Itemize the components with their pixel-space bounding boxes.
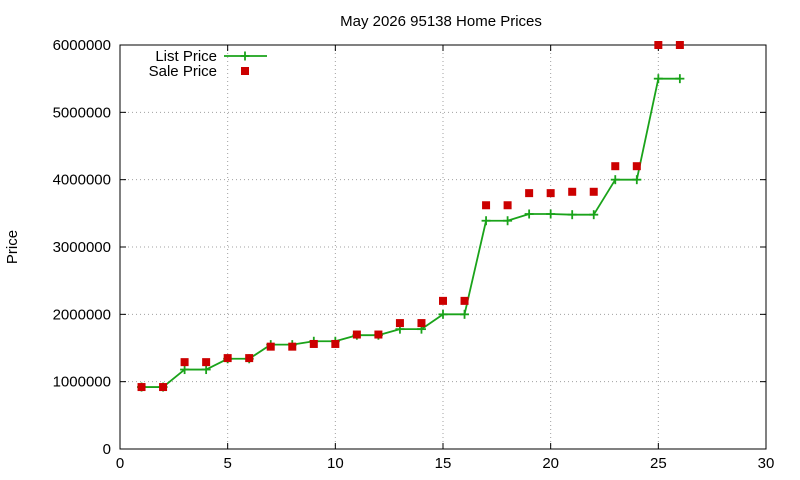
- legend-plus-marker: [240, 51, 250, 61]
- data-point-sale-price: [632, 162, 641, 171]
- data-point-list-price: [524, 209, 534, 219]
- y-axis-label: Price: [4, 230, 21, 264]
- series-layer: [137, 41, 685, 392]
- x-tick-label: 10: [327, 455, 344, 472]
- data-point-list-price: [589, 210, 599, 220]
- legend-square-marker: [241, 67, 249, 75]
- x-tick-label: 20: [542, 455, 559, 472]
- series-line-list-price: [141, 77, 680, 388]
- data-point-list-price: [503, 216, 513, 226]
- data-point-sale-price: [180, 358, 189, 367]
- data-point-list-price: [675, 74, 685, 84]
- data-point-list-price: [460, 309, 470, 319]
- x-tick-label: 15: [435, 455, 452, 472]
- data-point-sale-price: [546, 189, 555, 198]
- data-point-list-price: [438, 309, 448, 319]
- data-point-sale-price: [503, 201, 512, 210]
- y-tick-label: 4000000: [53, 172, 111, 189]
- y-tick-label: 0: [103, 441, 111, 458]
- data-point-list-price: [201, 365, 211, 375]
- data-point-sale-price: [223, 354, 232, 363]
- data-point-list-price: [632, 175, 642, 185]
- y-tick-label: 1000000: [53, 374, 111, 391]
- data-point-list-price: [567, 210, 577, 220]
- data-point-sale-price: [417, 319, 426, 328]
- data-point-sale-price: [331, 339, 340, 348]
- legend-marker-list-price: [240, 51, 250, 61]
- data-point-list-price: [610, 175, 620, 185]
- data-point-sale-price: [288, 342, 297, 351]
- data-point-sale-price: [482, 201, 491, 210]
- series-sale-price: [137, 41, 684, 392]
- data-point-sale-price: [525, 189, 534, 198]
- data-point-sale-price: [611, 162, 620, 171]
- data-point-sale-price: [568, 187, 577, 196]
- data-point-list-price: [481, 216, 491, 226]
- x-tick-label: 0: [116, 455, 124, 472]
- chart-title: May 2026 95138 Home Prices: [340, 13, 542, 30]
- data-point-sale-price: [589, 187, 598, 196]
- data-point-sale-price: [137, 383, 146, 392]
- x-tick-label: 25: [650, 455, 667, 472]
- x-tick-label: 30: [758, 455, 775, 472]
- y-tick-label: 3000000: [53, 239, 111, 256]
- data-point-sale-price: [395, 319, 404, 328]
- data-point-sale-price: [654, 41, 663, 49]
- legend-marker-sale-price: [241, 67, 249, 75]
- data-point-sale-price: [439, 296, 447, 305]
- data-point-sale-price: [352, 330, 361, 339]
- legend: List Price Sale Price: [149, 48, 267, 80]
- x-tick-label: 5: [223, 455, 231, 472]
- data-point-sale-price: [460, 296, 469, 305]
- data-point-list-price: [653, 74, 663, 84]
- data-point-sale-price: [309, 339, 318, 348]
- data-point-list-price: [180, 365, 190, 375]
- data-point-sale-price: [675, 41, 684, 49]
- y-tick-label: 6000000: [53, 37, 111, 54]
- axis-ticks: 0 5 10 15 20 25 30 0 1000000 2000000 3000000 400000…: [53, 37, 775, 472]
- data-point-sale-price: [266, 342, 275, 351]
- data-point-sale-price: [374, 330, 383, 339]
- legend-label-sale-price: Sale Price: [149, 63, 217, 80]
- data-point-sale-price: [202, 358, 211, 367]
- gridlines: [120, 45, 766, 449]
- series-list-price: [137, 74, 685, 392]
- data-point-sale-price: [159, 383, 168, 392]
- data-point-list-price: [546, 209, 556, 219]
- y-tick-label: 5000000: [53, 104, 111, 121]
- data-point-sale-price: [245, 354, 254, 363]
- legend-label-list-price: List Price: [155, 48, 217, 65]
- y-tick-label: 2000000: [53, 306, 111, 323]
